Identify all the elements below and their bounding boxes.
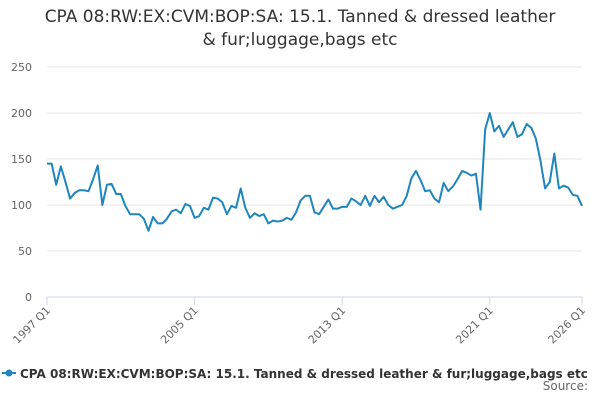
legend-marker bbox=[5, 369, 13, 377]
y-tick-label: 250 bbox=[11, 61, 32, 74]
chart-title: CPA 08:RW:EX:CVM:BOP:SA: 15.1. Tanned & … bbox=[44, 7, 556, 50]
x-tick-label: 2005 Q1 bbox=[158, 304, 201, 347]
legend-label: CPA 08:RW:EX:CVM:BOP:SA: 15.1. Tanned & … bbox=[20, 367, 588, 381]
y-tick-label: 100 bbox=[11, 199, 32, 212]
x-tick-label: 2021 Q1 bbox=[453, 304, 496, 347]
x-tick-label: 1997 Q1 bbox=[11, 304, 54, 347]
series-line bbox=[47, 112, 583, 232]
x-tick-label: 2013 Q1 bbox=[306, 304, 349, 347]
x-tick-label: 2026 Q1 bbox=[546, 304, 589, 347]
y-tick-label: 0 bbox=[25, 291, 32, 304]
source-label: Source: bbox=[543, 379, 588, 393]
y-tick-label: 50 bbox=[18, 245, 32, 258]
y-tick-label: 200 bbox=[11, 107, 32, 120]
y-tick-label: 150 bbox=[11, 153, 32, 166]
